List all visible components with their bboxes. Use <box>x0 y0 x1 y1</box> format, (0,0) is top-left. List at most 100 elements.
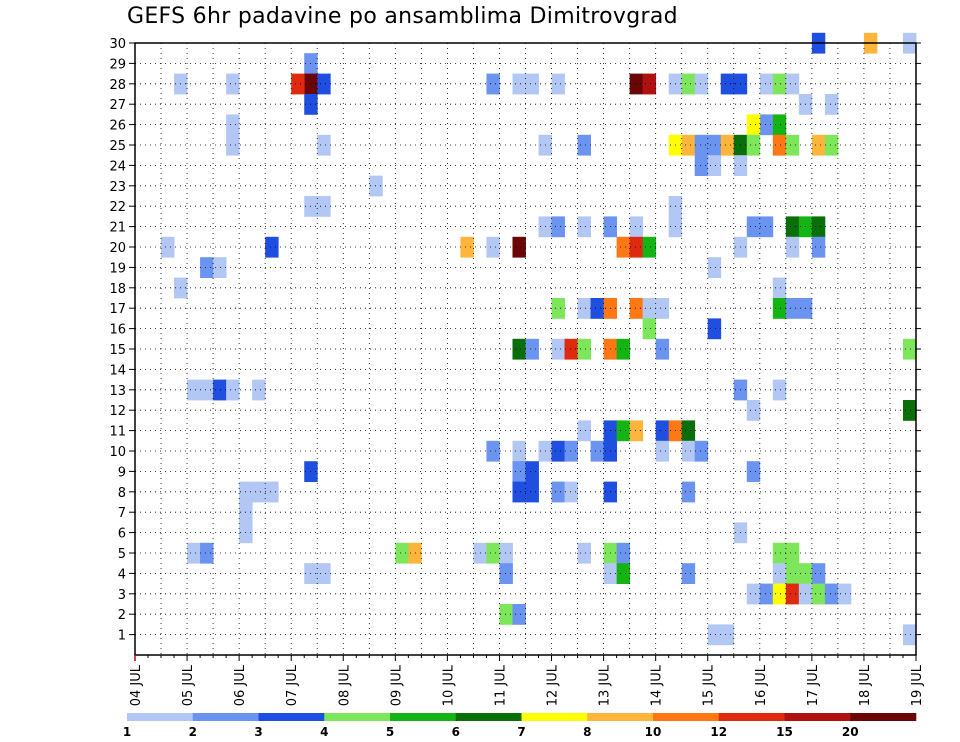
colorbar-segment <box>390 713 457 721</box>
heatmap-cell <box>564 440 578 462</box>
heatmap-cell <box>707 318 722 340</box>
colorbar-segment <box>850 713 917 721</box>
heatmap-cell <box>317 134 331 156</box>
heatmap-cell <box>824 134 839 156</box>
heatmap-cell <box>616 236 631 258</box>
x-tick-label: 04 JUL <box>129 664 144 706</box>
x-tick-label: 15 JUL <box>702 664 717 706</box>
heatmap-cell <box>694 440 709 462</box>
x-tick-label: 10 JUL <box>441 664 456 706</box>
heatmap-cell <box>499 563 513 584</box>
heatmap-cell <box>655 298 670 319</box>
heatmap-cell <box>499 542 513 564</box>
heatmap-cell <box>616 420 631 442</box>
y-tick-label: 24 <box>109 159 126 174</box>
heatmap-cell <box>759 114 774 136</box>
heatmap-cell <box>707 624 722 646</box>
heatmap-cell <box>629 298 644 319</box>
x-tick-label: 08 JUL <box>337 664 352 706</box>
heatmap-cell <box>707 134 722 156</box>
heatmap-cell <box>785 563 800 584</box>
y-tick-label: 5 <box>118 547 126 562</box>
heatmap-cell <box>642 236 657 258</box>
heatmap-cell <box>772 114 787 136</box>
heatmap-cell <box>564 481 578 503</box>
heatmap-cell <box>291 73 305 95</box>
heatmap-cell <box>694 134 709 156</box>
heatmap-cell <box>681 134 696 156</box>
colorbar-label: 4 <box>320 725 328 739</box>
heatmap-cell <box>759 583 774 605</box>
heatmap-cell <box>694 155 709 176</box>
y-tick-label: 9 <box>118 465 126 480</box>
heatmap-cell <box>265 236 279 258</box>
heatmap-cell <box>707 155 722 176</box>
heatmap-cell <box>785 236 800 258</box>
heatmap-cell <box>577 420 591 442</box>
y-tick-label: 19 <box>109 261 126 276</box>
heatmap-cell <box>642 318 657 340</box>
heatmap-cell <box>902 624 917 646</box>
heatmap-cell <box>525 481 539 503</box>
heatmap-cell <box>642 298 657 319</box>
colorbar-label: 3 <box>254 725 262 739</box>
heatmap-cell <box>252 379 266 401</box>
heatmap-cell <box>772 277 787 299</box>
heatmap-cell <box>590 440 604 462</box>
heatmap-cell <box>785 583 800 605</box>
heatmap-cell <box>486 440 500 462</box>
x-tick-label: 12 JUL <box>546 664 561 706</box>
heatmap-cell <box>720 624 735 646</box>
heatmap-cell <box>772 73 787 95</box>
heatmap-cell <box>499 604 513 625</box>
heatmap-cell <box>785 134 800 156</box>
heatmap-cell <box>694 73 709 95</box>
y-tick-label: 27 <box>109 98 126 113</box>
heatmap-cell <box>317 73 331 95</box>
heatmap-cell <box>369 175 383 197</box>
colorbar-segment <box>324 713 391 721</box>
heatmap-cell <box>616 542 631 564</box>
heatmap-cell <box>681 481 696 503</box>
y-tick-label: 15 <box>109 343 126 358</box>
colorbar-label: 20 <box>842 725 859 739</box>
heatmap-cell <box>395 542 409 564</box>
heatmap-cell <box>824 94 839 115</box>
heatmap-cell <box>577 134 591 156</box>
heatmap-cell <box>746 400 761 421</box>
heatmap-cell <box>200 542 214 564</box>
heatmap-cell <box>811 583 826 605</box>
heatmap-cell <box>486 236 500 258</box>
y-tick-label: 20 <box>109 241 126 256</box>
heatmap-cell <box>616 563 631 584</box>
heatmap-cell <box>200 257 214 278</box>
y-tick-label: 21 <box>109 221 126 236</box>
y-tick-label: 4 <box>118 567 126 582</box>
colorbar-label: 1 <box>123 725 131 739</box>
y-tick-label: 8 <box>118 486 126 501</box>
colorbar-label: 10 <box>645 725 662 739</box>
y-tick-label: 30 <box>109 37 126 52</box>
x-tick-label: 18 JUL <box>858 664 873 706</box>
heatmap-cell <box>551 338 565 360</box>
colorbar-segment <box>784 713 851 721</box>
heatmap-cell <box>837 583 852 605</box>
heatmap-cell <box>785 216 800 238</box>
chart-title: GEFS 6hr padavine po ansamblima Dimitrov… <box>127 4 678 29</box>
heatmap-cell <box>772 563 787 584</box>
heatmap-cell <box>811 134 826 156</box>
heatmap-cell <box>551 216 565 238</box>
heatmap-cell <box>785 542 800 564</box>
heatmap-cell <box>512 236 526 258</box>
heatmap-cell <box>213 257 227 278</box>
heatmap-cell <box>525 73 539 95</box>
y-tick-label: 23 <box>109 180 126 195</box>
heatmap-cell <box>590 298 604 319</box>
colorbar-label: 8 <box>583 725 591 739</box>
heatmap-cell <box>746 216 761 238</box>
heatmap-cell <box>681 420 696 442</box>
y-tick-label: 28 <box>109 78 126 93</box>
y-tick-label: 3 <box>118 588 126 603</box>
y-tick-label: 26 <box>109 119 126 134</box>
colorbar-segment <box>587 713 654 721</box>
